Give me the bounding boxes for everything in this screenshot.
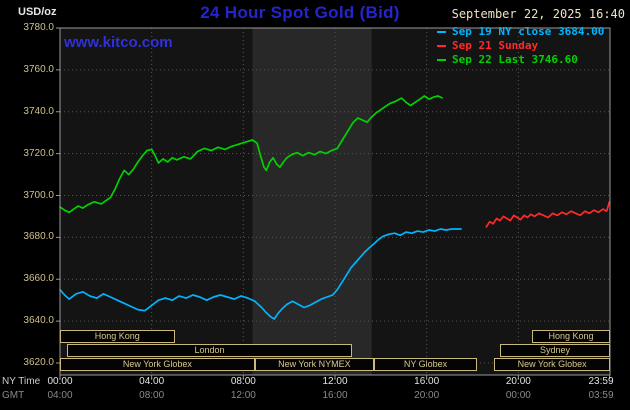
session-box-new-york-globex: New York Globex [60, 358, 255, 371]
x-tick-label-ny: 12:00 [322, 376, 348, 387]
x-axis-label-gmt: GMT [2, 390, 25, 401]
x-tick-label-ny: 20:00 [505, 376, 531, 387]
x-tick-label-gmt: 03:59 [588, 390, 614, 401]
legend-dash-icon [437, 45, 446, 47]
y-tick-label: 3760.0 [23, 63, 54, 75]
session-box-london: London [66, 344, 353, 357]
x-tick-label-ny: 00:00 [47, 376, 73, 387]
price-line [59, 95, 443, 214]
legend-dash-icon [437, 59, 446, 61]
y-tick-label: 3660.0 [23, 273, 54, 285]
kitco-website-link[interactable]: www.kitco.com [64, 34, 173, 51]
y-tick-label: 3780.0 [23, 22, 54, 33]
legend-dash-icon [437, 31, 446, 33]
x-tick-label-ny: 08:00 [230, 376, 256, 387]
x-tick-label-gmt: 00:00 [505, 390, 531, 401]
session-box-new-york-nymex: New York NYMEX [254, 358, 374, 371]
y-tick-label: 3680.0 [23, 231, 54, 243]
price-line [485, 200, 611, 228]
y-tick-label: 3700.0 [23, 189, 54, 201]
legend-item: Sep 19 NY close 3684.00 [437, 25, 604, 39]
x-tick-label-gmt: 04:00 [47, 390, 73, 401]
x-tick-label-gmt: 08:00 [139, 390, 165, 401]
chart-title: 24 Hour Spot Gold (Bid) [200, 3, 400, 22]
session-box-sydney: Sydney [500, 344, 610, 357]
legend: Sep 19 NY close 3684.00 Sep 21 Sunday Sep … [437, 25, 604, 67]
x-tick-label-ny: 23:59 [588, 376, 614, 387]
x-tick-label-ny: 04:00 [139, 376, 165, 387]
session-box-new-york-globex: New York Globex [494, 358, 610, 371]
session-box-hong-kong: Hong Kong [60, 330, 175, 343]
y-tick-label: 3720.0 [23, 147, 54, 159]
chart-datetime: September 22, 2025 16:40 [451, 7, 625, 21]
x-tick-label-ny: 16:00 [414, 376, 440, 387]
y-axis-units-label: USD/oz [18, 6, 57, 18]
legend-item: Sep 22 Last 3746.60 [437, 53, 604, 67]
x-tick-label-gmt: 20:00 [414, 390, 440, 401]
y-tick-label: 3740.0 [23, 105, 54, 117]
legend-label: Sep 22 Last 3746.60 [452, 53, 578, 66]
x-tick-label-gmt: 16:00 [322, 390, 348, 401]
session-box-hong-kong: Hong Kong [532, 330, 610, 343]
nymex-session-band [252, 28, 372, 375]
session-box-ny-globex: NY Globex [373, 358, 478, 371]
y-tick-label: 3620.0 [23, 357, 54, 368]
price-line [59, 228, 462, 320]
x-axis-label-ny-time: NY Time [2, 376, 41, 387]
y-tick-label: 3640.0 [23, 315, 54, 327]
x-tick-label-gmt: 12:00 [230, 390, 256, 401]
legend-label: Sep 19 NY close 3684.00 [452, 25, 605, 38]
legend-item: Sep 21 Sunday [437, 39, 604, 53]
legend-label: Sep 21 Sunday [452, 39, 539, 52]
